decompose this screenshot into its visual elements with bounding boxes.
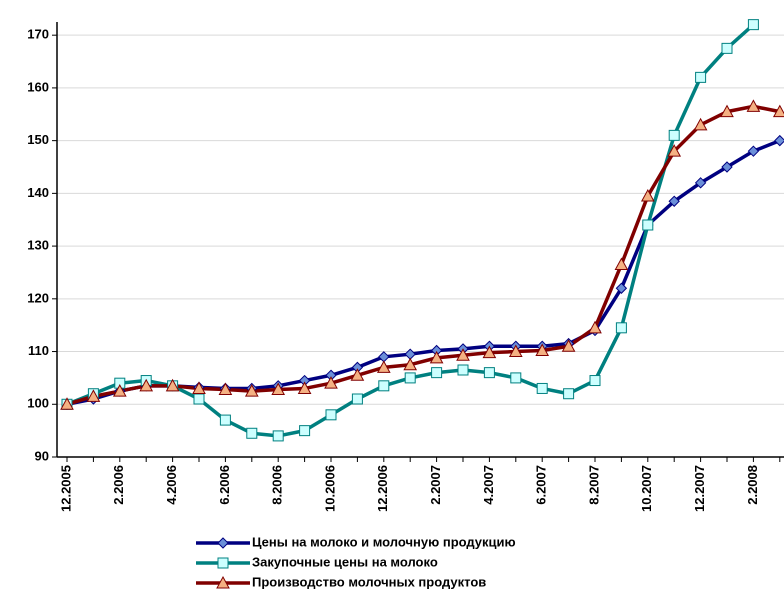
marker [668, 195, 680, 207]
y-tick-label: 140 [27, 185, 49, 200]
x-tick-label: 12.2006 [375, 465, 390, 512]
marker [747, 19, 759, 31]
marker [457, 364, 469, 376]
marker [561, 339, 576, 352]
marker [772, 104, 784, 118]
marker [297, 381, 312, 394]
marker [667, 144, 682, 157]
x-tick-label: 2.2007 [428, 465, 443, 505]
marker [483, 367, 495, 379]
x-tick-label: 10.2007 [639, 465, 654, 512]
x-tick-label: 8.2006 [270, 465, 285, 505]
marker [193, 393, 205, 405]
marker [720, 104, 734, 118]
x-tick-label: 2.2006 [111, 465, 126, 505]
marker [112, 384, 127, 397]
y-tick-label: 90 [35, 448, 49, 463]
marker [192, 381, 206, 394]
marker [721, 42, 733, 54]
marker [640, 188, 655, 202]
marker [139, 378, 154, 392]
marker [589, 375, 601, 387]
marker [693, 117, 708, 131]
legend-marker [217, 537, 229, 549]
marker [271, 382, 286, 396]
marker [535, 343, 550, 356]
marker [272, 430, 284, 442]
x-tick-label: 6.2006 [217, 465, 232, 505]
marker [588, 320, 602, 334]
marker [218, 382, 233, 396]
x-tick-label: 4.2007 [481, 465, 496, 505]
x-tick-label: 12.2007 [692, 465, 707, 512]
marker [299, 425, 311, 437]
y-tick-label: 100 [27, 396, 49, 411]
y-tick-label: 160 [27, 79, 49, 94]
y-tick-label: 130 [27, 238, 49, 253]
marker [244, 384, 259, 397]
legend-label: Производство молочных продуктов [252, 574, 486, 589]
marker [510, 372, 522, 384]
marker [456, 348, 470, 361]
y-tick-label: 170 [27, 27, 49, 42]
y-tick-label: 150 [27, 132, 49, 147]
marker [482, 345, 497, 359]
marker [404, 372, 416, 384]
legend-marker [217, 557, 229, 569]
x-tick-label: 10.2006 [322, 465, 337, 512]
marker [431, 367, 443, 379]
marker [219, 414, 231, 426]
marker [746, 99, 761, 112]
x-tick-label: 8.2007 [586, 465, 601, 505]
legend-label: Цены на молоко и молочную продукцию [252, 534, 516, 549]
marker [614, 257, 629, 271]
marker [642, 219, 654, 231]
series-line [66, 139, 781, 406]
y-tick-label: 120 [27, 290, 49, 305]
marker [668, 129, 680, 141]
marker [563, 388, 575, 400]
marker [246, 427, 258, 439]
marker [378, 351, 390, 363]
marker [508, 344, 523, 358]
marker [429, 350, 444, 364]
marker [695, 71, 707, 83]
marker [403, 357, 418, 371]
marker [615, 282, 628, 294]
marker [165, 378, 180, 392]
x-tick-label: 12.2005 [58, 465, 73, 512]
marker [378, 380, 390, 392]
marker [350, 368, 365, 381]
marker [721, 161, 733, 173]
legend-label: Закупочные цены на молоко [252, 554, 438, 569]
legend-marker [216, 575, 230, 589]
marker [747, 145, 760, 157]
marker [536, 382, 548, 394]
marker [60, 397, 74, 410]
x-tick-label: 4.2006 [164, 465, 179, 505]
marker [351, 393, 363, 405]
x-tick-label: 6.2007 [534, 465, 549, 505]
series-line [66, 104, 781, 406]
marker [325, 409, 337, 421]
marker [774, 134, 784, 147]
marker [324, 376, 338, 389]
x-tick-label: 2.2008 [745, 465, 760, 505]
marker [615, 322, 627, 334]
plot [60, 19, 784, 442]
marker [376, 360, 391, 373]
y-tick-label: 110 [28, 343, 49, 358]
marker [694, 177, 707, 189]
marker [404, 348, 416, 360]
marker [86, 389, 101, 402]
